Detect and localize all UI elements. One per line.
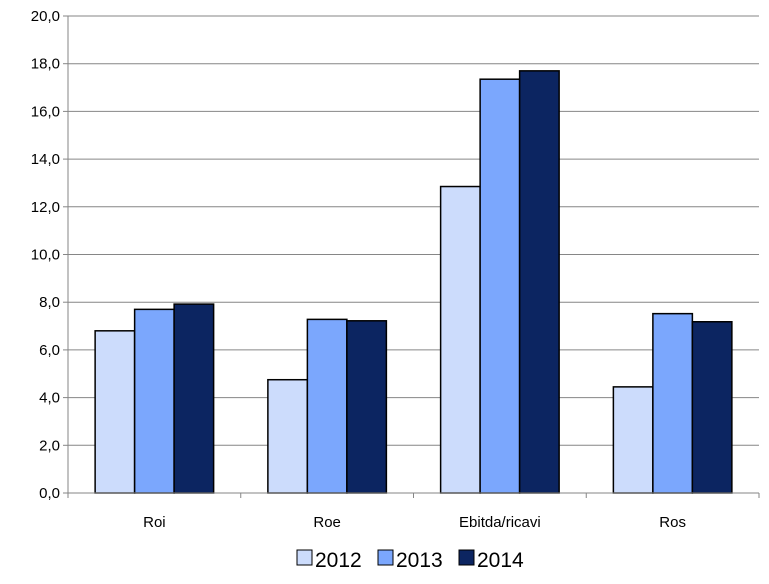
bar-2013-roe xyxy=(306,318,348,494)
bars xyxy=(94,70,733,494)
bar-2012-ros xyxy=(612,386,654,494)
bar-2014-roi xyxy=(173,303,215,494)
bar-2013-ros xyxy=(652,312,694,494)
y-tick-label: 16,0 xyxy=(31,103,60,120)
legend-swatch-2013 xyxy=(377,549,394,566)
bar-2012-roe xyxy=(267,378,309,494)
legend: 2012 2013 2014 xyxy=(296,549,524,572)
y-axis: 0,0 2,0 4,0 6,0 8,0 10,0 12,0 14,0 16,0 18,0 20,0 xyxy=(31,8,69,502)
bar-2013-ebitda-ricavi xyxy=(479,78,521,494)
y-tick-label: 8,0 xyxy=(39,294,60,311)
y-tick-label: 12,0 xyxy=(31,199,60,216)
y-tick-label: 4,0 xyxy=(39,390,60,407)
bar-2014-ros xyxy=(691,321,733,494)
y-tick-label: 20,0 xyxy=(31,8,60,25)
legend-label: 2014 xyxy=(477,549,524,572)
x-category-label: Roi xyxy=(143,514,166,531)
bar-2012-roi xyxy=(94,330,136,494)
y-tick-label: 14,0 xyxy=(31,151,60,168)
bar-2012-ebitda-ricavi xyxy=(439,185,481,494)
y-tick-label: 0,0 xyxy=(39,485,60,502)
x-category-label: Ros xyxy=(659,514,686,531)
y-tick-label: 6,0 xyxy=(39,342,60,359)
legend-label: 2012 xyxy=(315,549,362,572)
x-axis: Roi Roe Ebitda/ricavi Ros xyxy=(67,492,760,531)
legend-swatch-2012 xyxy=(296,549,313,566)
x-category-label: Ebitda/ricavi xyxy=(459,514,541,531)
bar-2014-roe xyxy=(346,320,388,494)
y-tick-label: 18,0 xyxy=(31,56,60,73)
bar-2014-ebitda-ricavi xyxy=(518,70,560,494)
x-category-label: Roe xyxy=(313,514,341,531)
legend-label: 2013 xyxy=(396,549,443,572)
bar-2013-roi xyxy=(133,308,175,494)
legend-swatch-2014 xyxy=(458,549,475,566)
y-tick-label: 10,0 xyxy=(31,247,60,264)
y-tick-label: 2,0 xyxy=(39,437,60,454)
